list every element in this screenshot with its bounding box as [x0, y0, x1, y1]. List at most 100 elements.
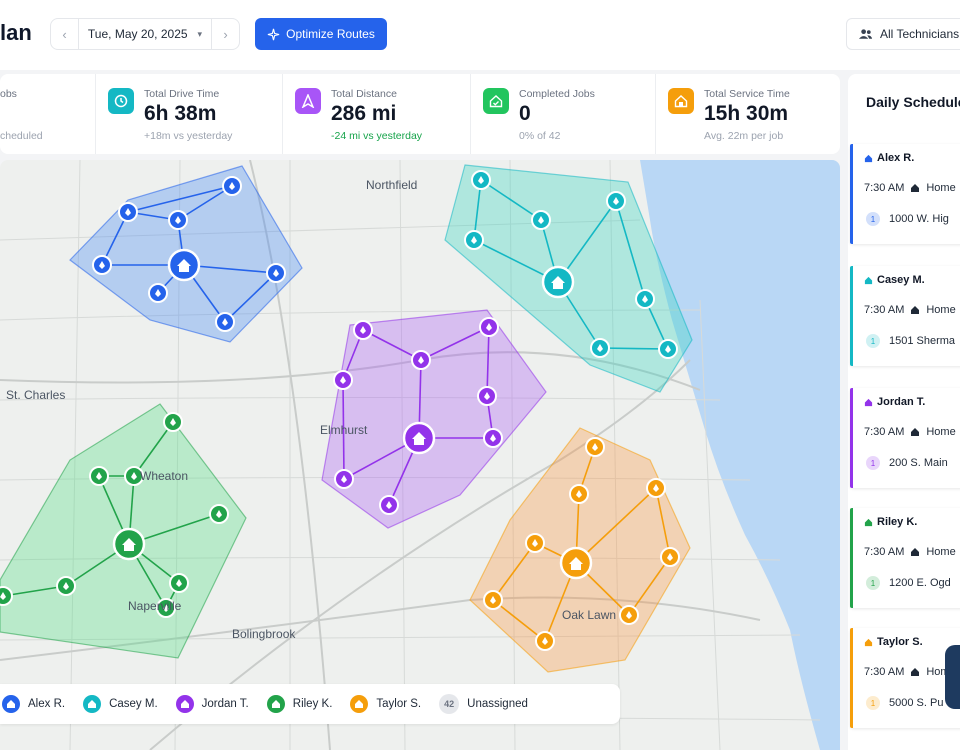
date-picker[interactable]: ‹ Tue, May 20, 2025 ▾ › [50, 18, 240, 50]
stat-jobs: obs cheduled [0, 74, 96, 154]
job-stop-marker[interactable] [585, 437, 605, 457]
technicians-filter-button[interactable]: All Technicians [846, 18, 960, 50]
legend-item-alex[interactable]: Alex R. [2, 695, 65, 713]
job-stop-marker[interactable] [658, 339, 678, 359]
job-stop-marker[interactable] [89, 466, 109, 486]
job-stop-marker[interactable] [483, 428, 503, 448]
job-stop-marker[interactable] [0, 586, 13, 606]
stat-drive-time: Total Drive Time 6h 38m +18m vs yesterda… [96, 74, 283, 154]
schedule-stop-row: 1 200 S. Main [866, 456, 948, 470]
job-stop-marker[interactable] [464, 230, 484, 250]
job-stop-marker[interactable] [479, 317, 499, 337]
job-pin-icon [478, 176, 484, 184]
legend-label: Casey M. [109, 698, 158, 710]
job-stop-marker[interactable] [334, 469, 354, 489]
job-stop-marker[interactable] [56, 576, 76, 596]
job-pin-icon [532, 539, 538, 547]
job-stop-marker[interactable] [124, 466, 144, 486]
stat-value: 6h 38m [144, 102, 217, 125]
job-pin-icon [163, 604, 169, 612]
schedule-stop-row: 1 1000 W. Hig [866, 212, 949, 226]
job-stop-marker[interactable] [169, 573, 189, 593]
job-stop-marker[interactable] [156, 598, 176, 618]
home-icon [911, 668, 920, 676]
job-pin-icon [538, 216, 544, 224]
schedule-card[interactable]: Alex R. 7:30 AM Home 1 1000 W. Hig [850, 144, 960, 244]
stop-number: 1 [866, 334, 880, 348]
job-pin-icon [490, 434, 496, 442]
job-stop-marker[interactable] [525, 533, 545, 553]
route-segment [473, 179, 482, 241]
job-stop-marker[interactable] [333, 370, 353, 390]
home-marker-jordan[interactable] [402, 421, 436, 455]
job-stop-marker[interactable] [535, 631, 555, 651]
job-stop-marker[interactable] [471, 170, 491, 190]
map-canvas[interactable] [0, 160, 840, 750]
job-stop-marker[interactable] [531, 210, 551, 230]
home-icon [175, 695, 194, 713]
legend-item-taylor[interactable]: Taylor S. [350, 695, 421, 713]
home-marker-alex[interactable] [167, 248, 201, 282]
job-stop-marker[interactable] [92, 255, 112, 275]
job-stop-marker[interactable] [635, 289, 655, 309]
job-stop-marker[interactable] [569, 484, 589, 504]
home-icon [2, 695, 20, 713]
legend-item-riley[interactable]: Riley K. [266, 695, 332, 713]
schedule-card[interactable]: Casey M. 7:30 AM Home 1 1501 Sherma [850, 266, 960, 366]
chat-button[interactable] [945, 645, 960, 709]
job-stop-marker[interactable] [646, 478, 666, 498]
route-segment [599, 347, 669, 350]
home-icon [350, 695, 369, 713]
job-stop-marker[interactable] [379, 495, 399, 515]
home-icon [864, 398, 873, 406]
job-stop-marker[interactable] [222, 176, 242, 196]
date-select[interactable]: Tue, May 20, 2025 ▾ [79, 27, 211, 41]
route-map[interactable]: Northfield St. Charles Wheaton Elmhurst … [0, 160, 840, 750]
home-marker-taylor[interactable] [559, 546, 593, 580]
home-marker-casey[interactable] [541, 265, 575, 299]
job-stop-marker[interactable] [477, 386, 497, 406]
job-stop-marker[interactable] [660, 547, 680, 567]
legend-item-unassigned[interactable]: 42 Unassigned [439, 694, 528, 714]
job-stop-marker[interactable] [118, 202, 138, 222]
route-segment [492, 599, 546, 642]
job-stop-marker[interactable] [619, 605, 639, 625]
job-pin-icon [155, 289, 161, 297]
stat-sub: -24 mi vs yesterday [331, 130, 423, 142]
job-stop-marker[interactable] [168, 210, 188, 230]
stop-address: 200 S. Main [889, 457, 948, 469]
job-stop-marker[interactable] [590, 338, 610, 358]
job-stop-marker[interactable] [353, 320, 373, 340]
prev-day-button[interactable]: ‹ [51, 19, 79, 49]
legend-item-jordan[interactable]: Jordan T. [175, 695, 249, 713]
job-stop-marker[interactable] [148, 283, 168, 303]
technician-color-bar [850, 388, 853, 488]
home-icon [864, 154, 873, 162]
map-label-wheaton: Wheaton [140, 469, 189, 483]
job-stop-marker[interactable] [215, 312, 235, 332]
schedule-card[interactable]: Taylor S. 7:30 AM Hom 1 5000 S. Pu [850, 628, 960, 728]
next-day-button[interactable]: › [211, 19, 239, 49]
route-region-taylor [469, 427, 691, 673]
schedule-card[interactable]: Riley K. 7:30 AM Home 1 1200 E. Ogd [850, 508, 960, 608]
job-stop-marker[interactable] [483, 590, 503, 610]
job-pin-icon [613, 197, 619, 205]
unassigned-count-badge: 42 [439, 694, 460, 714]
legend-label: Alex R. [28, 698, 66, 710]
technician-name: Alex R. [877, 152, 915, 164]
legend-item-casey[interactable]: Casey M. [83, 695, 158, 713]
stat-sub: Avg. 22m per job [704, 130, 784, 142]
optimize-routes-button[interactable]: Optimize Routes [255, 18, 387, 50]
job-stop-marker[interactable] [411, 350, 431, 370]
route-segment [615, 200, 646, 300]
schedule-card[interactable]: Jordan T. 7:30 AM Home 1 200 S. Main [850, 388, 960, 488]
job-pin-icon [63, 582, 69, 590]
job-stop-marker[interactable] [209, 504, 229, 524]
technician-color-bar [850, 266, 853, 366]
job-stop-marker[interactable] [163, 412, 183, 432]
legend-label: Unassigned [467, 698, 528, 710]
job-stop-marker[interactable] [266, 263, 286, 283]
job-pin-icon [340, 376, 346, 384]
job-stop-marker[interactable] [606, 191, 626, 211]
home-marker-riley[interactable] [112, 527, 146, 561]
